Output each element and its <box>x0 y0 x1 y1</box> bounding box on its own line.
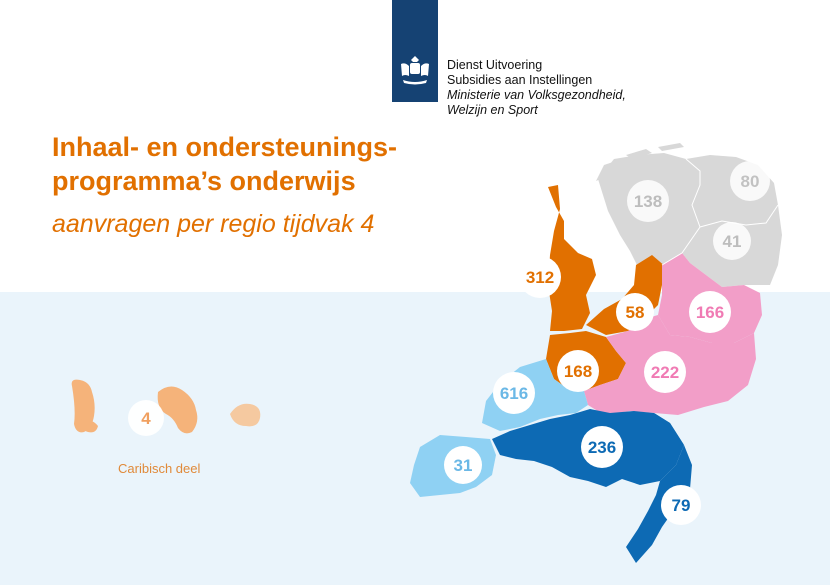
caribbean-value: 4 <box>141 409 151 428</box>
coat-of-arms-icon <box>401 56 429 85</box>
badge-flevoland: 58 <box>616 293 654 331</box>
region-limburg <box>626 413 692 563</box>
value-noord-brabant: 236 <box>588 438 616 457</box>
page-subtitle: aanvragen per regio tijdvak 4 <box>52 210 375 238</box>
badge-zuid-holland: 616 <box>493 372 535 414</box>
badge-gelderland: 222 <box>644 351 686 393</box>
badge-friesland: 138 <box>627 180 669 222</box>
caribbean-islands-map: 4 <box>71 379 261 436</box>
badge-zeeland: 31 <box>444 446 482 484</box>
island-curacao <box>157 386 198 434</box>
value-drenthe: 41 <box>723 232 742 251</box>
rijksoverheid-logo <box>392 0 438 102</box>
island-bonaire <box>230 403 261 427</box>
value-noord-holland: 312 <box>526 268 554 287</box>
org-line-4: Welzijn en Sport <box>447 103 538 117</box>
value-utrecht: 168 <box>564 362 592 381</box>
badge-drenthe: 41 <box>713 222 751 260</box>
org-line-3: Ministerie van Volksgezondheid, <box>447 88 626 102</box>
value-flevoland: 58 <box>626 303 645 322</box>
title-line-1: Inhaal- en ondersteunings- <box>52 132 398 162</box>
organisation-name: Dienst Uitvoering Subsidies aan Instelli… <box>447 58 626 118</box>
badge-noord-holland: 312 <box>519 256 561 298</box>
island-aruba <box>71 379 95 433</box>
value-groningen: 80 <box>741 172 760 191</box>
value-friesland: 138 <box>634 192 662 211</box>
badge-noord-brabant: 236 <box>581 426 623 468</box>
badge-overijssel: 166 <box>689 291 731 333</box>
value-limburg: 79 <box>672 496 691 515</box>
region-borders <box>661 158 779 266</box>
org-line-2: Subsidies aan Instellingen <box>447 73 593 87</box>
org-line-1: Dienst Uitvoering <box>447 58 543 72</box>
caribbean-badge <box>128 400 164 436</box>
badge-limburg: 79 <box>661 485 701 525</box>
value-zeeland: 31 <box>454 456 473 475</box>
caribbean-label: Caribisch deel <box>118 461 201 476</box>
value-zuid-holland: 616 <box>500 384 528 403</box>
badge-utrecht: 168 <box>557 350 599 392</box>
title-line-2: programma’s onderwijs <box>52 166 356 196</box>
badge-groningen: 80 <box>730 161 770 201</box>
page-title: Inhaal- en ondersteunings- programma’s o… <box>52 130 397 198</box>
value-overijssel: 166 <box>696 303 724 322</box>
netherlands-map: 80 138 41 312 58 168 166 222 616 31 236 <box>410 143 782 563</box>
wadden-islands <box>596 143 684 181</box>
region-noord-holland <box>548 185 596 331</box>
value-gelderland: 222 <box>651 363 679 382</box>
island-aruba-small <box>80 419 98 433</box>
